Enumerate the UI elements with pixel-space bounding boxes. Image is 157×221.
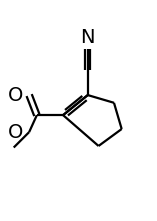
Text: O: O [8, 86, 23, 105]
Text: O: O [8, 123, 23, 142]
Text: N: N [81, 28, 95, 47]
